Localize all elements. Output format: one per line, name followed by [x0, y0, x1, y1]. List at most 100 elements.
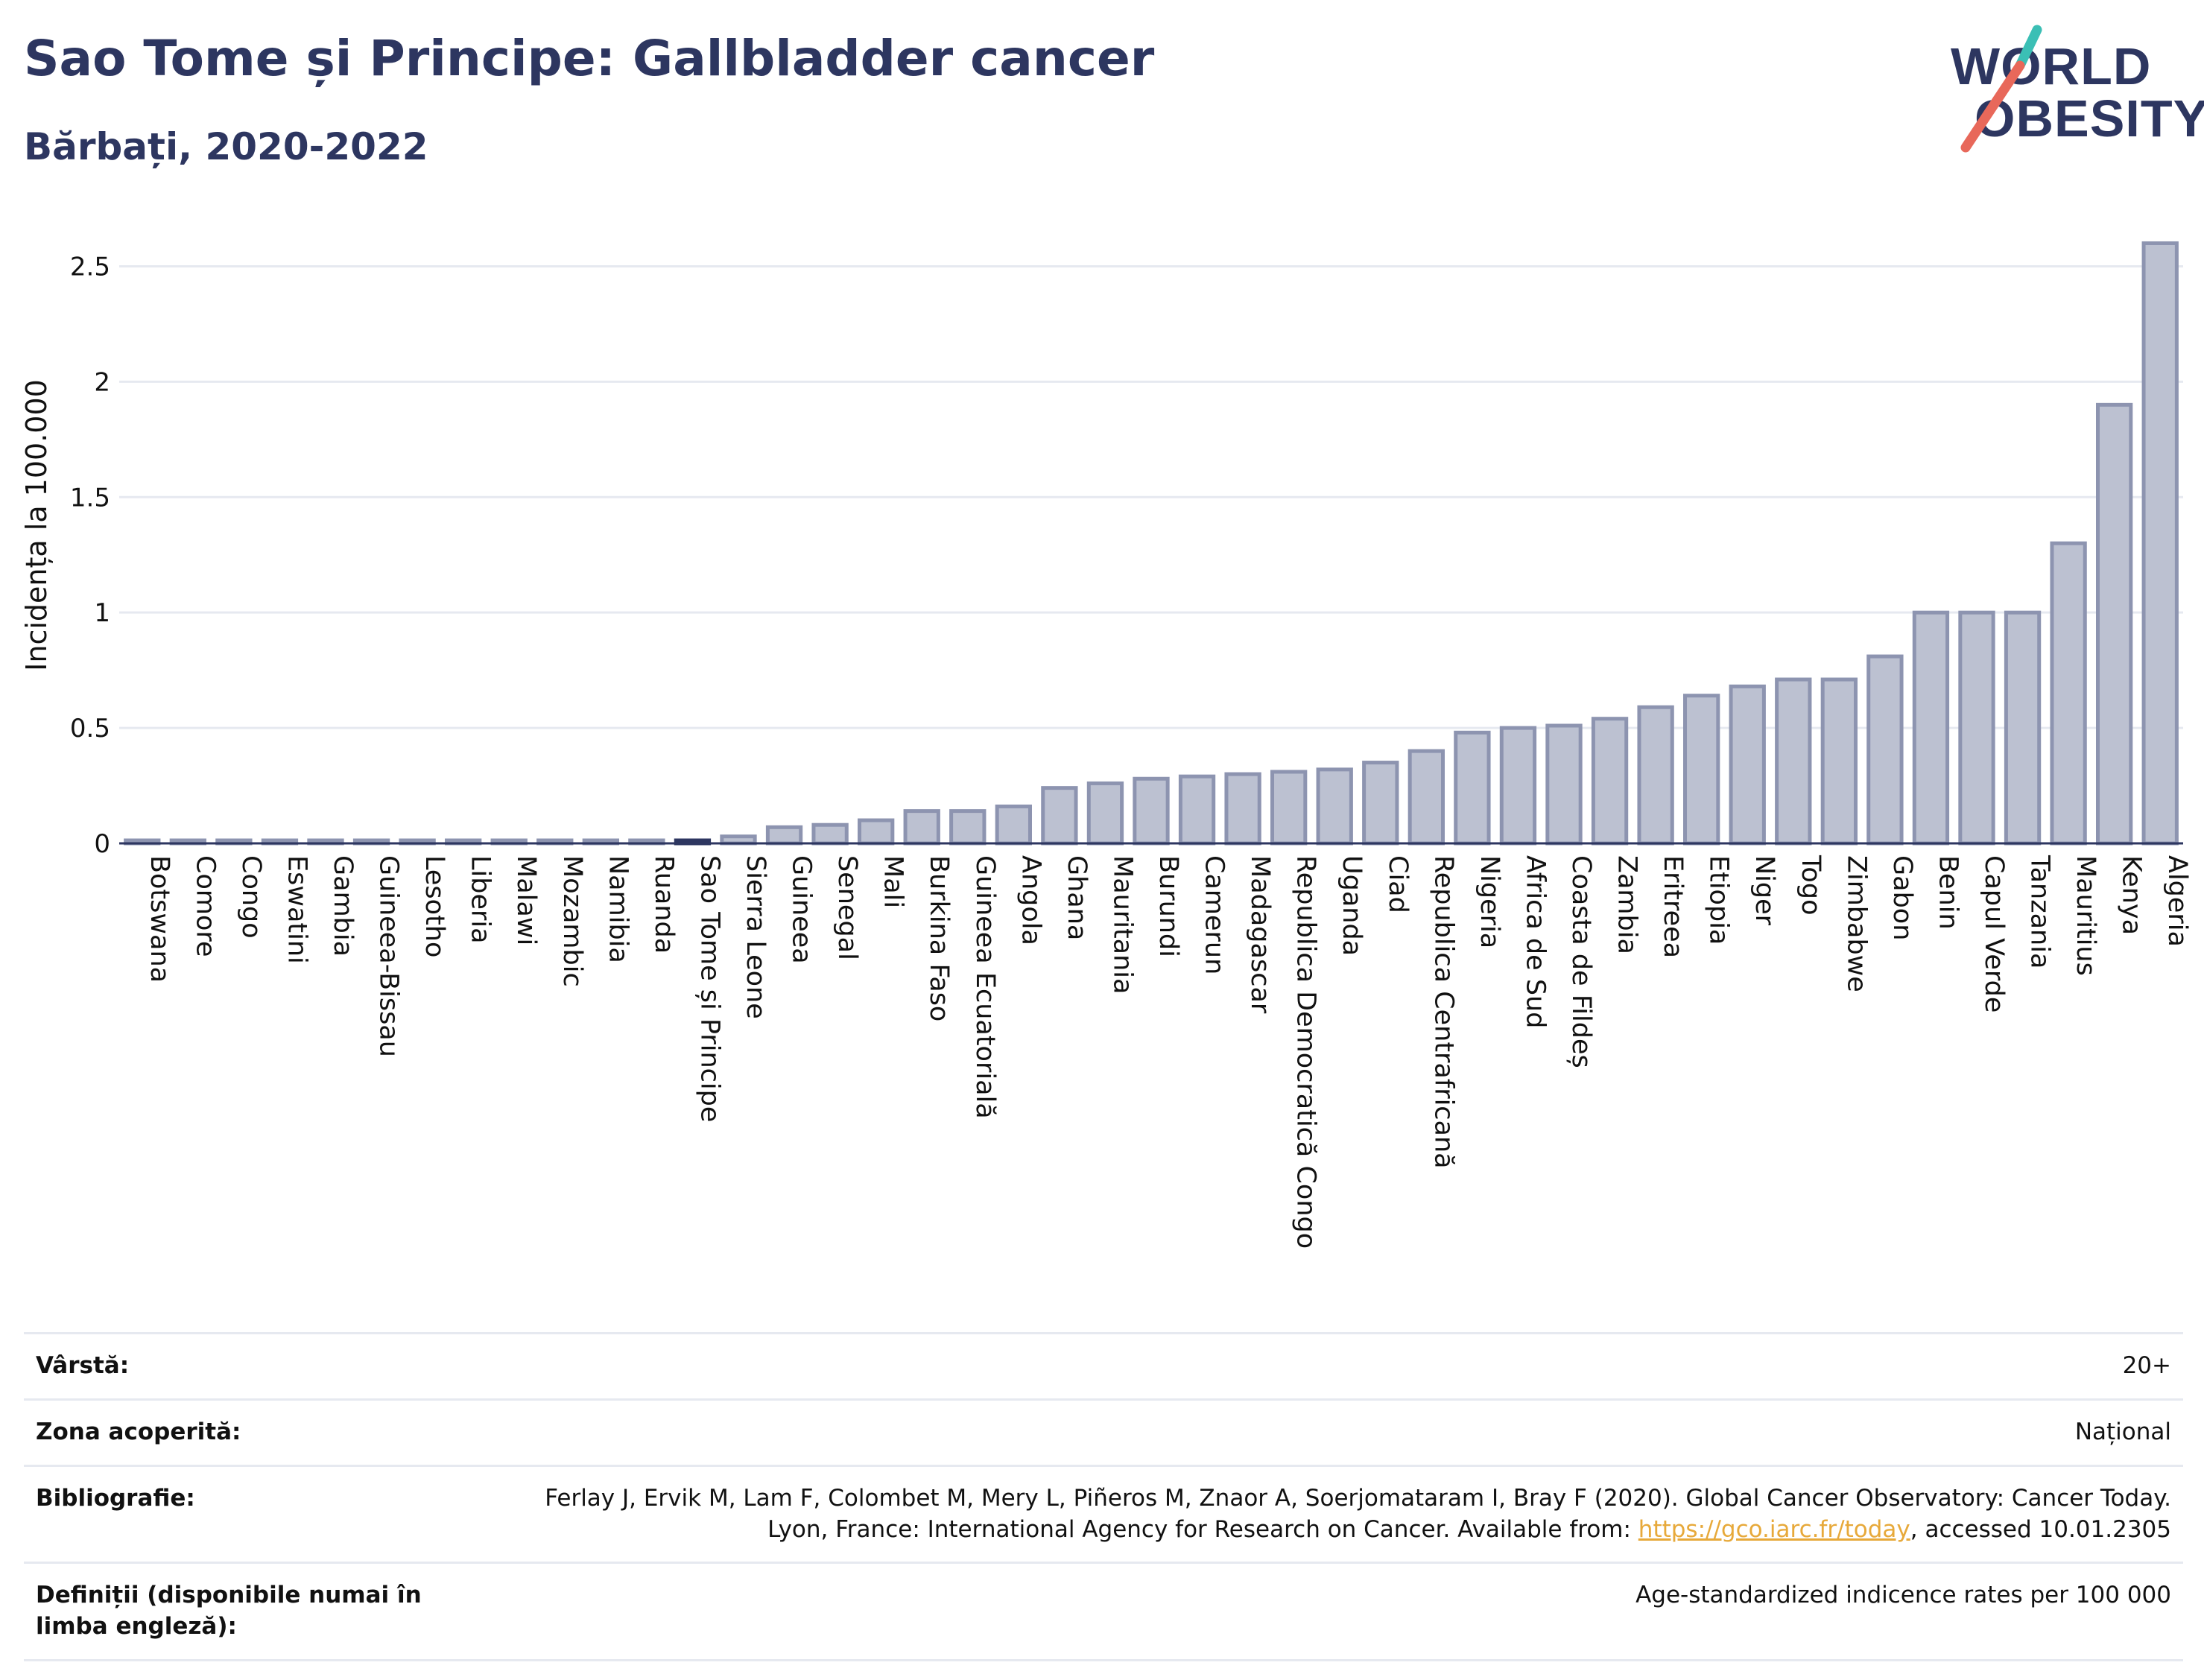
info-row-coverage: Zona acoperită: Național [24, 1398, 2183, 1467]
info-row-definitions: Definiții (disponibile numai în limba en… [24, 1562, 2183, 1662]
y-tick-label: 0 [94, 829, 110, 859]
source-link[interactable]: https://gco.iarc.fr/today [1638, 1515, 1910, 1543]
x-tick-label: Mali [878, 855, 908, 908]
x-tick-label: Republica Centrafricană [1428, 855, 1458, 1169]
x-tick-label: Togo [1796, 855, 1825, 915]
x-tick-label: Comore [190, 855, 220, 957]
bar-eritreea[interactable] [1637, 705, 1674, 846]
info-value: Age-standardized indicence rates per 100… [510, 1562, 2183, 1662]
bar-gabon[interactable] [1866, 654, 1904, 846]
bar-guineea-ecuatorială[interactable] [949, 809, 987, 846]
info-value: Național [510, 1398, 2183, 1467]
x-tick-label: Capul Verde [1979, 855, 2009, 1012]
bar-chart: 0 0.5 1 1.5 2 2.5 Incidența la 100.000 Botswa… [20, 241, 2192, 1249]
x-tick-label: Botswana [145, 855, 174, 983]
x-tick-label: Mauritania [1107, 855, 1137, 994]
bar-tanzania[interactable] [2004, 610, 2042, 846]
x-axis-ticks: Botswana Comore Congo Eswatini Gambia Guineea… [145, 855, 2192, 1249]
chart-subtitle: Bărbați, 2020-2022 [24, 125, 428, 168]
x-tick-label: Benin [1933, 855, 1963, 930]
info-row-bibliography: Bibliografie: Ferlay J, Ervik M, Lam F, … [24, 1464, 2183, 1565]
bar-benin[interactable] [1912, 610, 1950, 846]
x-tick-label: Etiopia [1704, 855, 1734, 945]
bar-burkina-faso[interactable] [903, 809, 940, 846]
bar-niger[interactable] [1729, 684, 1766, 846]
bar-camerun[interactable] [1178, 774, 1216, 846]
bar-africa-de-sud[interactable] [1499, 726, 1537, 846]
bar-uganda[interactable] [1316, 767, 1353, 846]
info-row-age: Vârstă: 20+ [24, 1332, 2183, 1401]
x-tick-label: Gabon [1887, 855, 1917, 940]
x-tick-label: Mauritius [2071, 855, 2100, 976]
x-tick-label: Niger [1749, 855, 1779, 926]
x-tick-label: Liberia [466, 855, 495, 944]
bar-mali[interactable] [858, 818, 895, 846]
x-tick-label: Zambia [1612, 855, 1642, 954]
x-tick-label: Uganda [1337, 855, 1367, 956]
x-tick-label: Ciad [1383, 855, 1413, 913]
bar-zimbabwe[interactable] [1820, 677, 1858, 846]
world-obesity-logo[interactable]: WORLD OBESITY [1945, 22, 2204, 156]
x-tick-label: Tanzania [2025, 855, 2055, 969]
bar-capul-verde[interactable] [1958, 610, 1995, 846]
x-tick-label: Nigeria [1475, 855, 1504, 948]
x-tick-label: Malawi [511, 855, 541, 945]
x-tick-label: Africa de Sud [1520, 855, 1550, 1028]
info-value: Ferlay J, Ervik M, Lam F, Colombet M, Me… [510, 1464, 2183, 1565]
bar-kenya[interactable] [2096, 402, 2133, 846]
bar-burundi[interactable] [1133, 776, 1170, 846]
bar-etiopia[interactable] [1683, 694, 1720, 846]
bar-nigeria[interactable] [1454, 730, 1491, 846]
y-tick-label: 2.5 [70, 252, 110, 282]
x-tick-label: Lesotho [419, 855, 449, 957]
y-axis-ticks: 0 0.5 1 1.5 2 2.5 [70, 252, 110, 859]
x-tick-label: Algeria [2162, 855, 2192, 947]
bar-mauritius[interactable] [2050, 541, 2087, 846]
x-tick-label: Guineea-Bissau [374, 855, 404, 1057]
info-value: 20+ [510, 1332, 2183, 1401]
x-tick-label: Ghana [1062, 855, 1092, 940]
x-tick-label: Coasta de Fildeș [1566, 855, 1596, 1068]
x-tick-label: Burundi [1153, 855, 1183, 957]
logo-line-2: OBESITY [1975, 89, 2204, 148]
x-tick-label: Guineea [787, 855, 817, 964]
bibliography-accessed: , accessed 10.01.2305 [1910, 1515, 2171, 1543]
bibliography-text: Ferlay J, Ervik M, Lam F, Colombet M, Me… [545, 1484, 2171, 1543]
logo-slash-icon [1960, 25, 2042, 153]
bar-angola[interactable] [995, 804, 1032, 846]
x-tick-label: Zimbabwe [1841, 855, 1871, 992]
x-tick-label: Senegal [832, 855, 862, 960]
bar-coasta-de-fildeș[interactable] [1545, 723, 1583, 846]
x-tick-label: Angola [1016, 855, 1045, 945]
info-label: Vârstă: [24, 1332, 510, 1401]
x-tick-label: Guineea Ecuatorială [970, 855, 1000, 1119]
info-label: Zona acoperită: [24, 1398, 510, 1467]
info-label: Definiții (disponibile numai în limba en… [24, 1562, 510, 1662]
y-tick-label: 2 [94, 367, 110, 397]
bar-mauritania[interactable] [1086, 781, 1124, 846]
info-table: Vârstă: 20+ Zona acoperită: Național Bib… [24, 1332, 2183, 1662]
x-tick-label: Ruanda [649, 855, 679, 954]
bar-republica-democratică-congo[interactable] [1270, 770, 1308, 846]
y-tick-label: 0.5 [70, 714, 110, 744]
logo-line-1: WORLD [1951, 37, 2152, 95]
bars [124, 241, 2179, 846]
x-tick-label: Madagascar [1245, 855, 1275, 1014]
x-tick-label: Burkina Faso [924, 855, 954, 1021]
bar-republica-centrafricană[interactable] [1407, 749, 1445, 846]
bar-senegal[interactable] [811, 822, 849, 846]
x-tick-label: Mozambic [557, 855, 587, 987]
info-label: Bibliografie: [24, 1464, 510, 1565]
bar-guineea[interactable] [765, 825, 803, 846]
x-tick-label: Camerun [1200, 855, 1229, 974]
chart-title: Sao Tome și Principe: Gallbladder cancer [24, 30, 1155, 87]
bar-zambia[interactable] [1591, 717, 1629, 846]
bar-algeria[interactable] [2141, 241, 2179, 846]
x-tick-label: Eswatini [282, 855, 311, 964]
bar-madagascar[interactable] [1224, 772, 1261, 846]
bar-ghana[interactable] [1041, 786, 1078, 846]
bar-togo[interactable] [1775, 677, 1812, 846]
x-tick-label: Sierra Leone [741, 855, 770, 1019]
x-tick-label: Congo [236, 855, 266, 939]
bar-ciad[interactable] [1362, 761, 1399, 846]
